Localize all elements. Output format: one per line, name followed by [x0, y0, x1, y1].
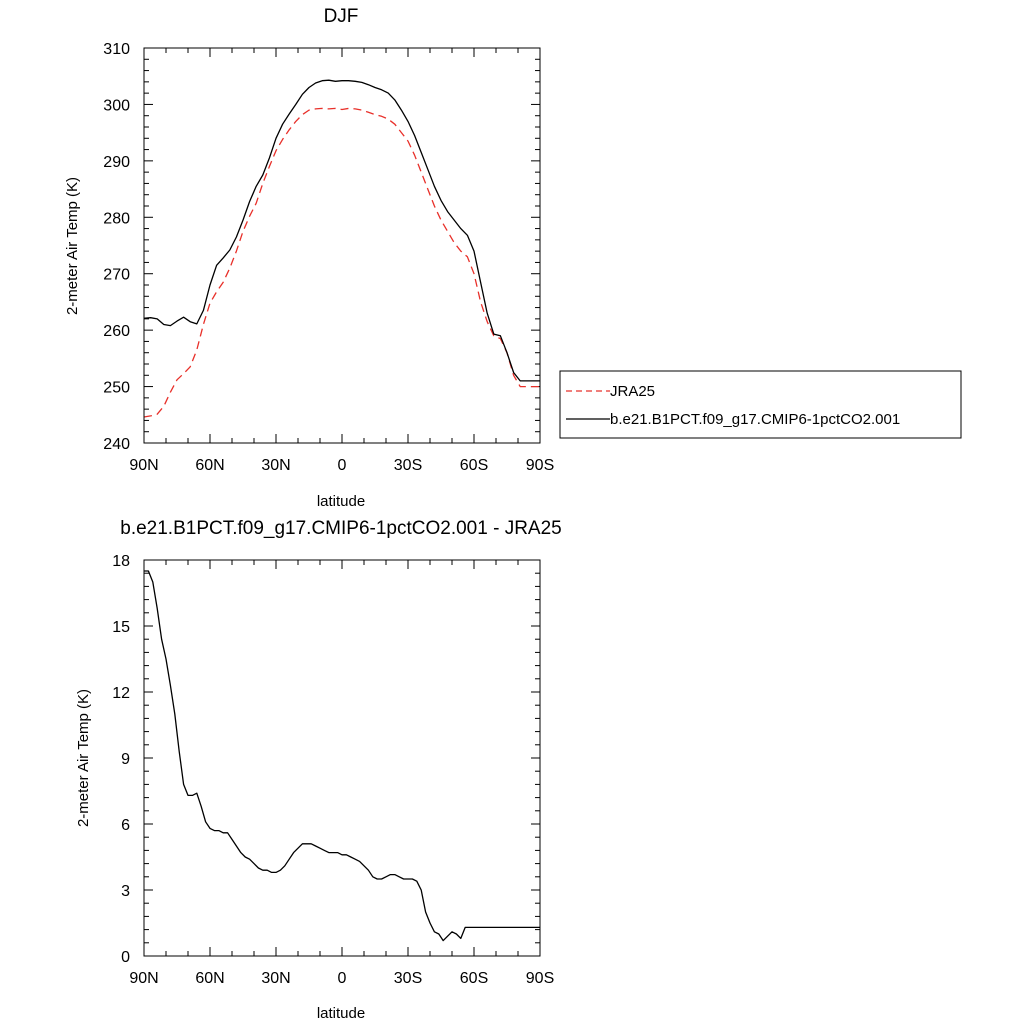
top-series-lines [143, 79, 540, 418]
x-tick-label: 90S [526, 457, 554, 474]
bottom-panel: b.e21.B1PCT.f09_g17.CMIP6-1pctCO2.001 - … [75, 518, 562, 1022]
x-tick-label: 60S [460, 457, 488, 474]
legend-box [559, 370, 962, 439]
top-x-tick-labels: 90N 60N 30N 0 30S 60S 90S [129, 457, 554, 474]
bottom-plot-frame [143, 559, 541, 957]
x-tick-label: 90S [526, 970, 554, 987]
legend-label-jra25: JRA25 [610, 383, 655, 400]
y-tick-label: 260 [103, 323, 130, 340]
x-tick-label: 30S [394, 457, 422, 474]
bottom-chart-title: b.e21.B1PCT.f09_g17.CMIP6-1pctCO2.001 - … [120, 518, 561, 539]
top-plot-frame [143, 47, 541, 444]
series-line-b-e21-b1pct-f09-g17-cmip6-1pctco2-001 [143, 79, 540, 382]
top-panel: DJF 90N 60N 30N 0 30S 60S 90S 2402502602702802… [64, 6, 962, 510]
bottom-y-tick-labels: 0 3 6 9 12 15 18 [112, 553, 130, 966]
series-line-jra25 [143, 107, 540, 418]
y-tick-label: 310 [103, 41, 130, 58]
y-tick-label: 290 [103, 154, 130, 171]
x-tick-label: 60S [460, 970, 488, 987]
legend: JRA25 b.e21.B1PCT.f09_g17.CMIP6-1pctCO2.… [559, 370, 962, 439]
bottom-series-lines [144, 570, 540, 942]
x-tick-label: 60N [195, 457, 224, 474]
top-chart-title: DJF [324, 6, 359, 27]
x-tick-label: 0 [338, 457, 347, 474]
y-tick-label: 15 [112, 619, 130, 636]
y-tick-label: 240 [103, 436, 130, 453]
y-tick-label: 18 [112, 553, 130, 570]
x-tick-label: 0 [338, 970, 347, 987]
y-tick-label: 9 [121, 751, 130, 768]
top-tick-marks [143, 47, 541, 444]
top-y-tick-labels: 240 250 260 270 280 290 300 310 [103, 41, 130, 453]
legend-label-model: b.e21.B1PCT.f09_g17.CMIP6-1pctCO2.001 [610, 411, 900, 428]
y-tick-label: 3 [121, 883, 130, 900]
y-tick-label: 280 [103, 210, 130, 227]
y-tick-label: 250 [103, 380, 130, 397]
bottom-x-tick-labels: 90N 60N 30N 0 30S 60S 90S [129, 970, 554, 987]
x-tick-label: 30N [261, 457, 290, 474]
x-tick-label: 30N [261, 970, 290, 987]
y-tick-label: 300 [103, 97, 130, 114]
x-tick-label: 90N [129, 970, 158, 987]
series-line-b-e21-b1pct-f09-g17-cmip6-1pctco2-001-jra25 [144, 570, 540, 942]
bottom-x-axis-title: latitude [317, 1005, 365, 1022]
y-tick-label: 0 [121, 949, 130, 966]
top-x-axis-title: latitude [317, 493, 365, 510]
top-y-axis-title: 2-meter Air Temp (K) [64, 177, 81, 315]
y-tick-label: 6 [121, 817, 130, 834]
x-tick-label: 60N [195, 970, 224, 987]
y-tick-label: 270 [103, 267, 130, 284]
bottom-tick-marks [143, 559, 541, 957]
bottom-y-axis-title: 2-meter Air Temp (K) [75, 689, 92, 827]
x-tick-label: 30S [394, 970, 422, 987]
x-tick-label: 90N [129, 457, 158, 474]
y-tick-label: 12 [112, 685, 130, 702]
